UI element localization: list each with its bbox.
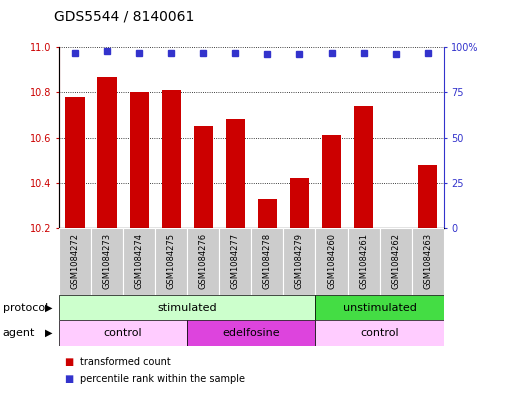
- Text: GSM1084277: GSM1084277: [231, 233, 240, 289]
- Text: control: control: [360, 328, 399, 338]
- Text: transformed count: transformed count: [80, 356, 170, 367]
- Bar: [226, 119, 245, 228]
- Bar: [315, 295, 444, 320]
- Bar: [354, 106, 373, 228]
- Bar: [322, 135, 341, 228]
- Text: GSM1084273: GSM1084273: [103, 233, 112, 289]
- Text: GSM1084272: GSM1084272: [70, 233, 80, 289]
- Text: edelfosine: edelfosine: [223, 328, 280, 338]
- Bar: [380, 228, 411, 295]
- Bar: [411, 228, 444, 295]
- Text: ■: ■: [64, 374, 73, 384]
- Text: GSM1084261: GSM1084261: [359, 233, 368, 289]
- Text: GSM1084274: GSM1084274: [134, 233, 144, 289]
- Bar: [187, 228, 220, 295]
- Bar: [91, 228, 123, 295]
- Bar: [97, 77, 117, 228]
- Bar: [162, 90, 181, 228]
- Text: GSM1084276: GSM1084276: [199, 233, 208, 289]
- Bar: [258, 198, 277, 228]
- Text: ▶: ▶: [45, 303, 52, 312]
- Text: GDS5544 / 8140061: GDS5544 / 8140061: [54, 9, 194, 24]
- Text: ▶: ▶: [45, 328, 52, 338]
- Bar: [59, 295, 315, 320]
- Bar: [59, 228, 91, 295]
- Bar: [418, 165, 437, 228]
- Bar: [251, 228, 283, 295]
- Text: percentile rank within the sample: percentile rank within the sample: [80, 374, 245, 384]
- Bar: [283, 228, 315, 295]
- Text: unstimulated: unstimulated: [343, 303, 417, 312]
- Text: protocol: protocol: [3, 303, 48, 312]
- Bar: [315, 228, 348, 295]
- Bar: [155, 228, 187, 295]
- Bar: [290, 178, 309, 228]
- Text: GSM1084279: GSM1084279: [295, 233, 304, 289]
- Bar: [187, 320, 315, 346]
- Bar: [220, 228, 251, 295]
- Text: ■: ■: [64, 356, 73, 367]
- Text: GSM1084278: GSM1084278: [263, 233, 272, 289]
- Bar: [194, 126, 213, 228]
- Text: GSM1084260: GSM1084260: [327, 233, 336, 289]
- Bar: [348, 228, 380, 295]
- Text: agent: agent: [3, 328, 35, 338]
- Bar: [59, 320, 187, 346]
- Text: stimulated: stimulated: [157, 303, 217, 312]
- Bar: [123, 228, 155, 295]
- Bar: [66, 97, 85, 228]
- Text: GSM1084275: GSM1084275: [167, 233, 176, 289]
- Bar: [315, 320, 444, 346]
- Text: control: control: [104, 328, 143, 338]
- Text: GSM1084263: GSM1084263: [423, 233, 432, 289]
- Bar: [129, 92, 149, 228]
- Text: GSM1084262: GSM1084262: [391, 233, 400, 289]
